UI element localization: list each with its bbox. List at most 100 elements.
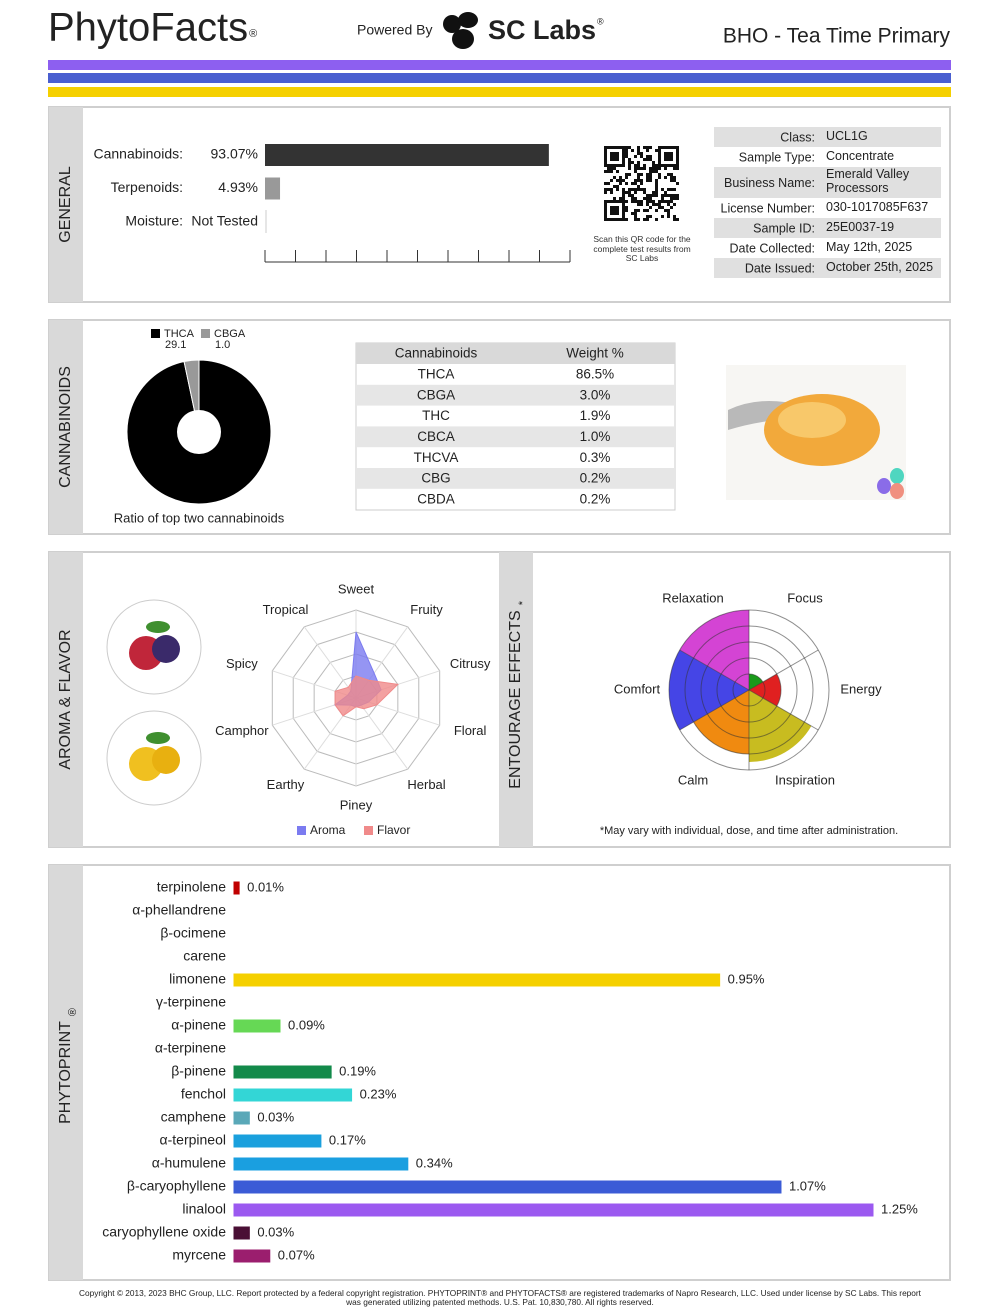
qr-module — [646, 146, 649, 149]
qr-module — [637, 203, 640, 206]
qr-module — [673, 167, 676, 170]
qr-module — [628, 158, 631, 161]
bar — [233, 1157, 409, 1171]
qr-module — [622, 161, 625, 164]
qr-module — [616, 218, 619, 221]
info-value: October 25th, 2025 — [826, 260, 934, 274]
qr-module — [676, 152, 679, 155]
qr-module — [619, 164, 622, 167]
qr-module — [673, 218, 676, 221]
qr-module — [610, 179, 613, 182]
bar — [233, 1226, 250, 1240]
legend-value: 1.0 — [215, 339, 230, 351]
qr-module — [664, 152, 667, 155]
qr-module — [655, 167, 658, 170]
bar — [233, 881, 240, 895]
qr-module — [670, 176, 673, 179]
category-label: fenchol — [181, 1086, 226, 1102]
axis-label: Herbal — [407, 777, 445, 792]
qr-module — [664, 155, 667, 158]
qr-module — [640, 203, 643, 206]
qr-module — [664, 191, 667, 194]
qr-module — [670, 179, 673, 182]
qr-module — [670, 164, 673, 167]
qr-module — [646, 158, 649, 161]
category-label: α-phellandrene — [132, 902, 226, 918]
qr-module — [613, 209, 616, 212]
qr-module — [643, 188, 646, 191]
category-label: Cannabinoids: — [93, 146, 183, 162]
bar — [265, 144, 549, 166]
category-label: β-ocimene — [160, 925, 226, 941]
table-header: Weight % — [566, 346, 624, 361]
axis-label: Fruity — [410, 602, 443, 617]
brand-mark: ® — [249, 28, 257, 40]
qr-module — [634, 197, 637, 200]
sidebar — [49, 552, 83, 847]
qr-module — [628, 167, 631, 170]
qr-module — [634, 167, 637, 170]
qr-module — [634, 209, 637, 212]
qr-module — [667, 203, 670, 206]
qr-module — [640, 167, 643, 170]
qr-module — [610, 152, 613, 155]
qr-module — [649, 194, 652, 197]
qr-module — [637, 188, 640, 191]
info-label: License Number: — [721, 201, 816, 215]
qr-module — [628, 161, 631, 164]
stripe — [48, 60, 951, 70]
bar — [233, 1180, 782, 1194]
qr-module — [625, 191, 628, 194]
qr-module — [613, 167, 616, 170]
qr-module — [625, 206, 628, 209]
qr-module — [604, 158, 607, 161]
qr-module — [649, 197, 652, 200]
qr-module — [610, 155, 613, 158]
aroma-image — [152, 746, 180, 774]
qr-module — [670, 152, 673, 155]
value-label: 0.03% — [257, 1224, 294, 1239]
qr-module — [637, 173, 640, 176]
qr-module — [658, 167, 661, 170]
qr-module — [637, 167, 640, 170]
qr-module — [622, 188, 625, 191]
qr-module — [607, 182, 610, 185]
qr-module — [625, 152, 628, 155]
qr-module — [673, 188, 676, 191]
qr-module — [670, 173, 673, 176]
qr-module — [655, 209, 658, 212]
qr-module — [604, 203, 607, 206]
qr-module — [646, 197, 649, 200]
qr-module — [604, 191, 607, 194]
qr-module — [676, 194, 679, 197]
info-value-box: UCL1G — [826, 129, 868, 143]
info-value: Emerald Valley Processors — [826, 167, 910, 195]
bar — [233, 973, 721, 987]
qr-module — [655, 164, 658, 167]
qr-module — [676, 155, 679, 158]
qr-module — [670, 155, 673, 158]
info-value: May 12th, 2025 — [826, 240, 913, 254]
qr-module — [643, 167, 646, 170]
qr-module — [664, 200, 667, 203]
category-label: Relaxation — [662, 591, 723, 606]
value-label: 0.07% — [278, 1247, 315, 1262]
table-row-bg — [357, 426, 674, 448]
qr-module — [604, 152, 607, 155]
bar — [233, 1111, 250, 1125]
value-label: 0.23% — [360, 1086, 397, 1101]
qr-module — [643, 158, 646, 161]
axis-label: Earthy — [267, 777, 305, 792]
qr-module — [637, 179, 640, 182]
table-cell: 0.3% — [580, 450, 611, 465]
logo-dot — [890, 483, 904, 499]
info-value-box: Emerald Valley Processors — [826, 167, 910, 195]
qr-module — [658, 149, 661, 152]
qr-module — [634, 218, 637, 221]
qr-module — [652, 191, 655, 194]
qr-module — [673, 164, 676, 167]
qr-module — [649, 167, 652, 170]
qr-module — [625, 182, 628, 185]
qr-module — [610, 191, 613, 194]
stripe — [48, 87, 951, 97]
